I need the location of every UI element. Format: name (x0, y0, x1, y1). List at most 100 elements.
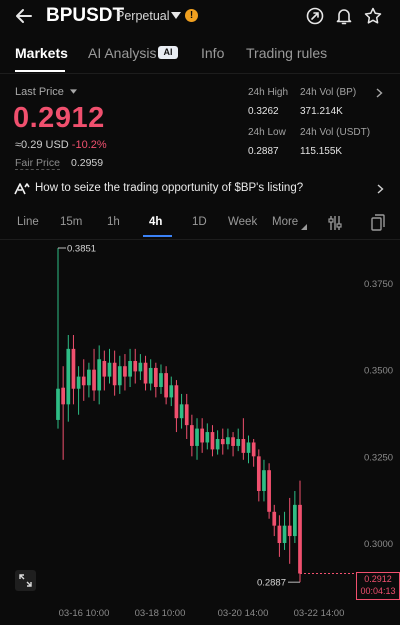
divider (0, 239, 400, 240)
candle-body (143, 362, 148, 384)
candle-body (61, 387, 66, 405)
24h-vol-bp-value: 371.214K (300, 106, 343, 117)
fair-price-value: 0.2959 (71, 157, 104, 169)
interval-line[interactable]: Line (17, 216, 39, 228)
candle-body (277, 525, 282, 543)
x-tick-label: 03-22 14:00 (294, 608, 345, 619)
candle-body (236, 439, 241, 446)
candle-countdown: 00:04:13 (360, 586, 396, 596)
24h-high-value: 0.3262 (248, 106, 279, 117)
candle-body (190, 425, 194, 446)
tab-info[interactable]: Info (201, 45, 225, 61)
expand-icon (19, 574, 32, 587)
star-icon[interactable] (363, 6, 383, 26)
candle-body (107, 362, 112, 377)
last-price-dropdown[interactable]: Last Price (15, 86, 64, 98)
y-tick-label: 0.3750 (364, 279, 393, 290)
copy-layout-icon[interactable] (371, 214, 385, 231)
24h-vol-usdt-label: 24h Vol (USDT) (300, 127, 371, 138)
candle-body (220, 439, 225, 445)
current-price-marker: 0.2912 00:04:13 (356, 572, 400, 600)
x-tick-label: 03-18 10:00 (135, 608, 186, 619)
interval-1d[interactable]: 1D (192, 216, 207, 228)
indicator-settings-icon[interactable] (327, 215, 343, 231)
candle-body (210, 432, 215, 450)
usd-value: ≈0.29 USD (15, 139, 69, 151)
24h-vol-bp-label: 24h Vol (BP) (300, 87, 357, 98)
candle-body (153, 367, 158, 387)
candle-body (195, 428, 199, 446)
y-tick-label: 0.3500 (364, 366, 393, 377)
24h-vol-usdt-value: 115.155K (300, 146, 343, 157)
24h-low-label: 24h Low (248, 127, 286, 138)
warning-icon[interactable]: ! (185, 9, 198, 22)
candle-body (272, 511, 277, 526)
candle-body (71, 348, 76, 389)
tab-trading-rules[interactable]: Trading rules (246, 45, 328, 61)
candle-body (102, 361, 107, 377)
candle-body (256, 456, 261, 491)
interval-1h[interactable]: 1h (107, 216, 120, 228)
candle-body (246, 442, 251, 453)
fullscreen-button[interactable] (15, 570, 36, 591)
chevron-right-icon[interactable] (376, 88, 383, 98)
tab-markets[interactable]: Markets (15, 45, 68, 61)
candle-body (76, 376, 81, 389)
candle-body (282, 525, 287, 543)
candle-body (112, 362, 117, 386)
24h-high-label: 24h High (248, 87, 289, 98)
divider (0, 73, 400, 74)
interval-more[interactable]: More (272, 216, 299, 228)
interval-4h[interactable]: 4h (149, 216, 163, 228)
y-tick-label: 0.3000 (364, 539, 393, 550)
candle-body (56, 388, 60, 420)
candle-body (292, 504, 297, 537)
candle-body (66, 348, 71, 405)
chevron-right-icon[interactable] (377, 184, 384, 194)
candle-body (200, 428, 205, 443)
candle-body (97, 359, 102, 391)
back-arrow-icon[interactable] (14, 6, 34, 26)
active-tab-indicator (15, 70, 65, 72)
ai-badge-icon: AI (158, 46, 178, 59)
candle-body (164, 373, 168, 398)
candle-body (241, 439, 246, 453)
caret-down-icon[interactable] (171, 12, 181, 20)
candle-body (205, 432, 210, 443)
min-price-label: 0.2887 (257, 578, 286, 589)
candle-body (251, 442, 256, 457)
candle-body (148, 367, 153, 384)
candle-body (87, 369, 91, 386)
pair-title[interactable]: BPUSDT (46, 5, 125, 26)
candle-body (138, 362, 143, 372)
candle-body (169, 385, 174, 398)
tab-ai-analysis[interactable]: AI Analysis (88, 45, 157, 61)
candle-body (123, 366, 127, 377)
active-interval-indicator (143, 235, 172, 237)
candle-body (92, 369, 96, 391)
usd-change-line: ≈0.29 USD -10.2% (15, 139, 107, 151)
interval-week[interactable]: Week (228, 216, 258, 228)
candle-body (262, 470, 266, 491)
candlestick-chart[interactable]: 0.3750 0.3500 0.3250 0.3000 03-16 10:00 03-18… (0, 240, 400, 625)
candle-body (215, 439, 220, 450)
bell-icon[interactable] (334, 6, 354, 26)
promo-text[interactable]: How to seize the trading opportunity of … (35, 182, 304, 194)
candle-body (231, 437, 235, 446)
candle-body (184, 404, 189, 426)
caret-down-icon[interactable] (70, 89, 77, 95)
more-corner-icon[interactable] (301, 224, 307, 230)
fair-price-label[interactable]: Fair Price (15, 157, 60, 170)
contract-type-label[interactable]: Perpetual (116, 9, 170, 23)
max-price-label: 0.3851 (67, 243, 96, 254)
current-price-value: 0.2912 (364, 574, 392, 584)
interval-15m[interactable]: 15m (60, 216, 83, 228)
candle-body (159, 373, 163, 387)
candle-body (133, 361, 138, 372)
refresh-chart-icon[interactable] (305, 6, 325, 26)
promo-banner[interactable]: How to seize the trading opportunity of … (0, 178, 400, 200)
change-percent: -10.2% (71, 139, 107, 151)
candle-body (267, 470, 271, 512)
candle-body (81, 376, 86, 386)
